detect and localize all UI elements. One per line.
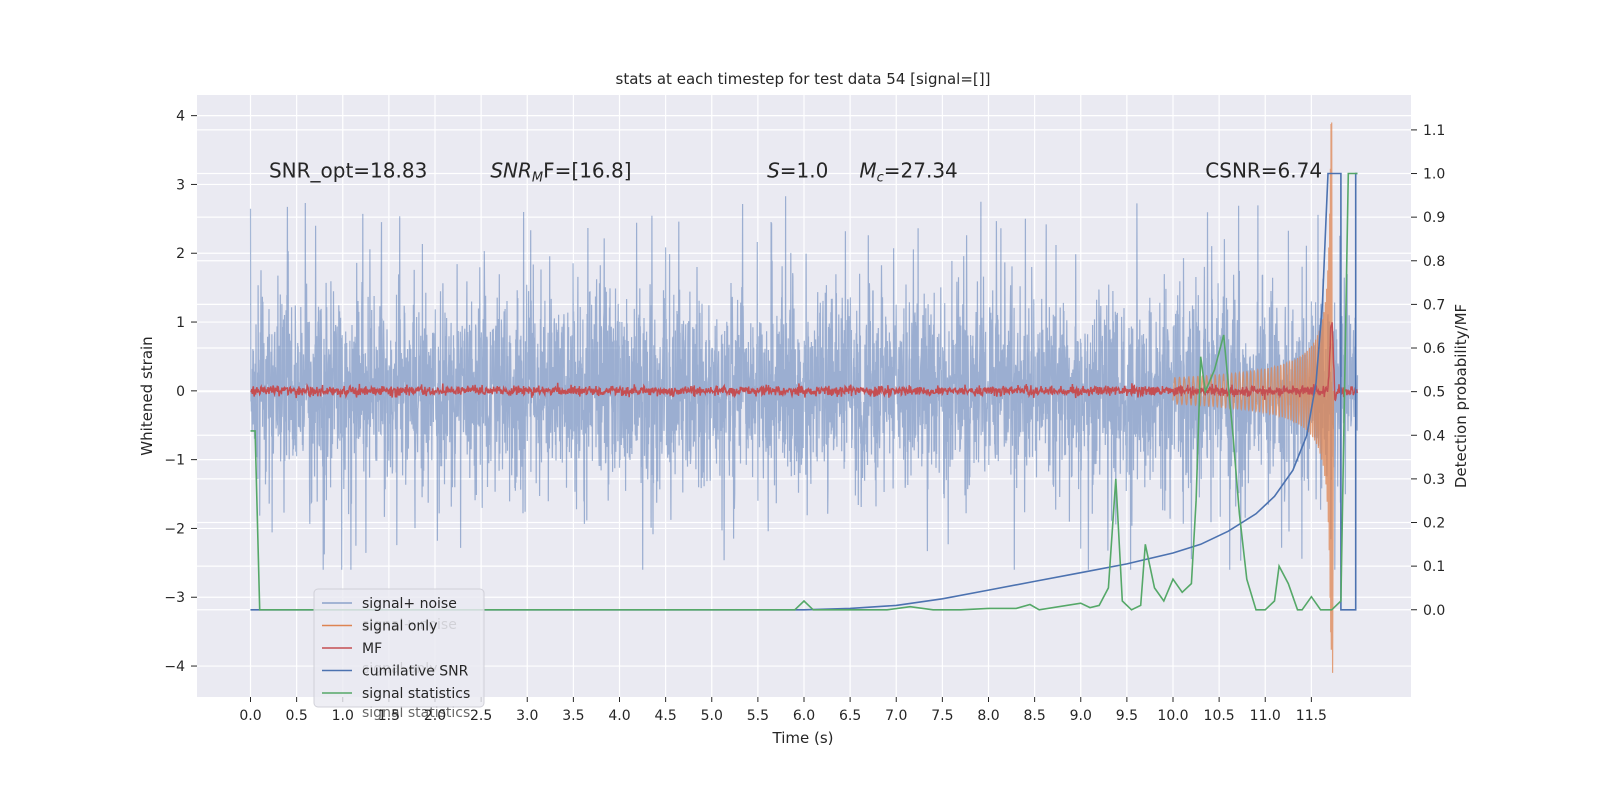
legend-label: signal only [362, 619, 437, 635]
x-tick-label: 1.5 [378, 708, 400, 724]
x-tick-label: 7.5 [931, 708, 953, 724]
annotation-3: Mc=27.34 [859, 159, 957, 186]
y-axis-label: Whitened strain [138, 336, 156, 455]
legend: signal+ noise signal only signal statistic… [313, 588, 485, 721]
series-layer [249, 122, 1359, 673]
x-tick-label: 5.5 [747, 708, 769, 724]
x-tick-label: 3.0 [516, 708, 538, 724]
y-tick-label: −4 [164, 659, 185, 675]
y-right-tick-label: 1.1 [1423, 123, 1445, 139]
x-tick-label: 3.5 [562, 708, 584, 724]
y-axis-right-label: Detection probability/MF [1452, 304, 1470, 488]
x-axis-ticks: 0.0 0.5 1.0 1.5 2.0 2.5 3.0 3.5 4.0 4.5 5.0 5.5 6.0 6… [239, 697, 1327, 724]
x-tick-label: 10.0 [1157, 708, 1188, 724]
y-axis-right-ticks: 1.1 1.0 0.9 0.8 0.7 0.6 0.5 0.4 0.3 0.2 0.1 0.0 [1411, 123, 1445, 619]
y-tick-label: −1 [164, 453, 185, 469]
x-tick-label: 6.5 [839, 708, 861, 724]
x-tick-label: 10.5 [1204, 708, 1235, 724]
x-tick-label: 7.0 [885, 708, 907, 724]
series-signal-noise [249, 196, 1359, 570]
y-tick-label: 4 [176, 109, 185, 125]
y-tick-label: −2 [164, 521, 185, 537]
x-tick-label: 2.0 [424, 708, 446, 724]
series-mf [250, 322, 1359, 402]
legend-label: MF [362, 641, 382, 657]
chart-title: stats at each timestep for test data 54 … [616, 70, 991, 88]
x-tick-label: 11.5 [1296, 708, 1327, 724]
annotation-2: S=1.0 [767, 159, 828, 183]
annotation-4: CSNR=6.74 [1205, 159, 1322, 183]
y-right-tick-label: 0.2 [1423, 516, 1445, 532]
legend-label: signal+ noise [362, 596, 457, 612]
annotation-1: SNRMF=[16.8] [490, 159, 631, 186]
legend-label: cumilative SNR [362, 664, 469, 680]
x-tick-label: 9.5 [1116, 708, 1138, 724]
legend-ghost-label: signal statistics [362, 705, 470, 721]
y-tick-label: 1 [176, 315, 185, 331]
y-right-tick-label: 0.7 [1423, 297, 1445, 313]
legend-box [313, 588, 485, 708]
x-tick-label: 4.5 [654, 708, 676, 724]
x-tick-label: 0.0 [239, 708, 261, 724]
y-tick-label: 3 [176, 177, 185, 193]
x-tick-label: 6.0 [793, 708, 815, 724]
y-right-tick-label: 0.4 [1423, 428, 1445, 444]
y-right-tick-label: 0.0 [1423, 603, 1445, 619]
x-tick-label: 5.0 [701, 708, 723, 724]
annotations: SNR_opt=18.83 SNRMF=[16.8] S=1.0 Mc=27.34 CS… [269, 159, 1322, 186]
legend-label: signal statistics [362, 686, 470, 702]
y-right-tick-label: 0.5 [1423, 385, 1445, 401]
annotation-0: SNR_opt=18.83 [269, 159, 427, 183]
series-cumulative-snr [250, 172, 1358, 611]
x-tick-label: 8.0 [977, 708, 999, 724]
y-right-tick-label: 0.1 [1423, 559, 1445, 575]
series-signal-statistics [250, 172, 1358, 611]
y-tick-label: −3 [164, 590, 185, 606]
y-right-tick-label: 0.3 [1423, 472, 1445, 488]
x-axis-label: Time (s) [772, 729, 834, 747]
x-tick-label: 8.5 [1023, 708, 1045, 724]
y-right-tick-label: 1.0 [1423, 167, 1445, 183]
x-tick-label: 11.0 [1250, 708, 1281, 724]
y-right-tick-label: 0.8 [1423, 254, 1445, 270]
x-tick-label: 4.0 [608, 708, 630, 724]
x-tick-label: 1.0 [332, 708, 354, 724]
x-tick-label: 2.5 [470, 708, 492, 724]
y-right-tick-label: 0.6 [1423, 341, 1445, 357]
y-axis-ticks: 4 3 2 1 0 −1 −2 −3 −4 [164, 109, 197, 675]
y-tick-label: 0 [176, 384, 185, 400]
y-tick-label: 2 [176, 246, 185, 262]
y-right-tick-label: 0.9 [1423, 210, 1445, 226]
x-tick-label: 9.0 [1070, 708, 1092, 724]
x-tick-label: 0.5 [285, 708, 307, 724]
